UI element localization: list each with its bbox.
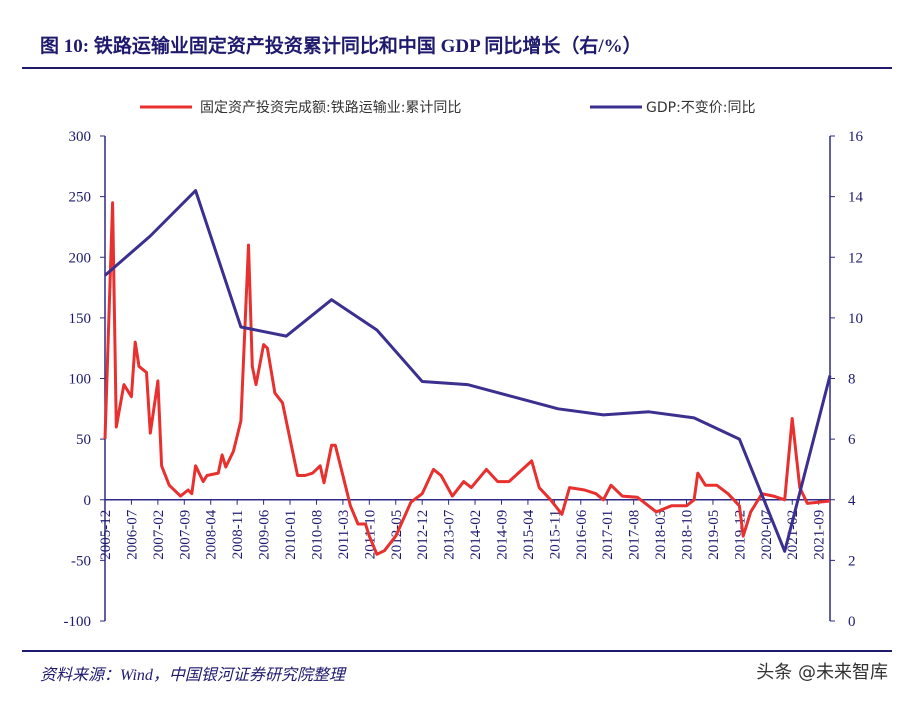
y2-tick-label: 2 [848,553,856,569]
x-tick-label: 2008-04 [204,509,220,559]
y2-tick-label: 4 [848,493,856,509]
chart-title: 图 10: 铁路运输业固定资产投资累计同比和中国 GDP 同比增长（右/%） [40,34,642,57]
y2-tick-label: 10 [848,311,863,327]
legend-label: 固定资产投资完成额:铁路运输业:累计同比 [200,100,461,116]
x-tick-label: 2018-10 [680,510,696,560]
y2-tick-label: 8 [848,372,856,388]
y2-tick-label: 14 [848,190,864,206]
x-tick-label: 2018-03 [653,510,669,560]
x-tick-label: 2006-07 [124,509,140,559]
x-tick-label: 2015-04 [521,509,537,559]
series-line [104,189,832,553]
x-tick-label: 2013-07 [442,509,458,559]
y2-tick-label: 12 [848,250,863,266]
x-tick-label: 2016-06 [574,509,590,559]
y-tick-label: 150 [69,311,92,327]
x-tick-label: 2019-12 [732,510,748,560]
y-tick-label: 200 [69,250,92,266]
series-line [103,201,831,556]
x-tick-label: 2010-08 [309,510,325,560]
x-tick-label: 2019-05 [706,510,722,560]
x-tick-label: 2010-01 [283,510,299,560]
x-tick-label: 2021-02 [785,510,801,560]
x-tick-label: 2015-11 [547,510,563,559]
x-tick-label: 2017-01 [600,510,616,560]
y-tick-label: -50 [71,553,91,569]
y-tick-label: 0 [84,493,92,509]
legend-label: GDP:不变价:同比 [646,100,756,116]
x-tick-label: 2014-02 [468,510,484,560]
x-tick-label: 2005-12 [98,510,114,560]
x-tick-label: 2007-09 [177,510,193,560]
x-tick-label: 2021-09 [812,510,828,560]
y-tick-label: 100 [69,372,92,388]
x-tick-label: 2014-09 [494,510,510,560]
y-tick-label: 50 [76,432,91,448]
x-tick-label: 2017-08 [627,510,643,560]
y-tick-label: -100 [64,614,92,630]
x-tick-label: 2020-07 [759,509,775,559]
x-tick-label: 2007-02 [151,510,167,560]
y2-tick-label: 16 [848,129,864,145]
x-tick-label: 2011-03 [336,510,352,559]
watermark: 头条 @未来智库 [756,662,888,683]
source: 资料来源：Wind，中国银河证券研究院整理 [40,666,347,684]
x-tick-label: 2008-11 [230,510,246,559]
x-tick-label: 2009-06 [257,509,273,559]
x-tick-label: 2012-12 [415,510,431,560]
y2-tick-label: 6 [848,432,856,448]
y-tick-label: 250 [69,190,92,206]
y2-tick-label: 0 [848,614,856,630]
y-tick-label: 300 [69,129,92,145]
